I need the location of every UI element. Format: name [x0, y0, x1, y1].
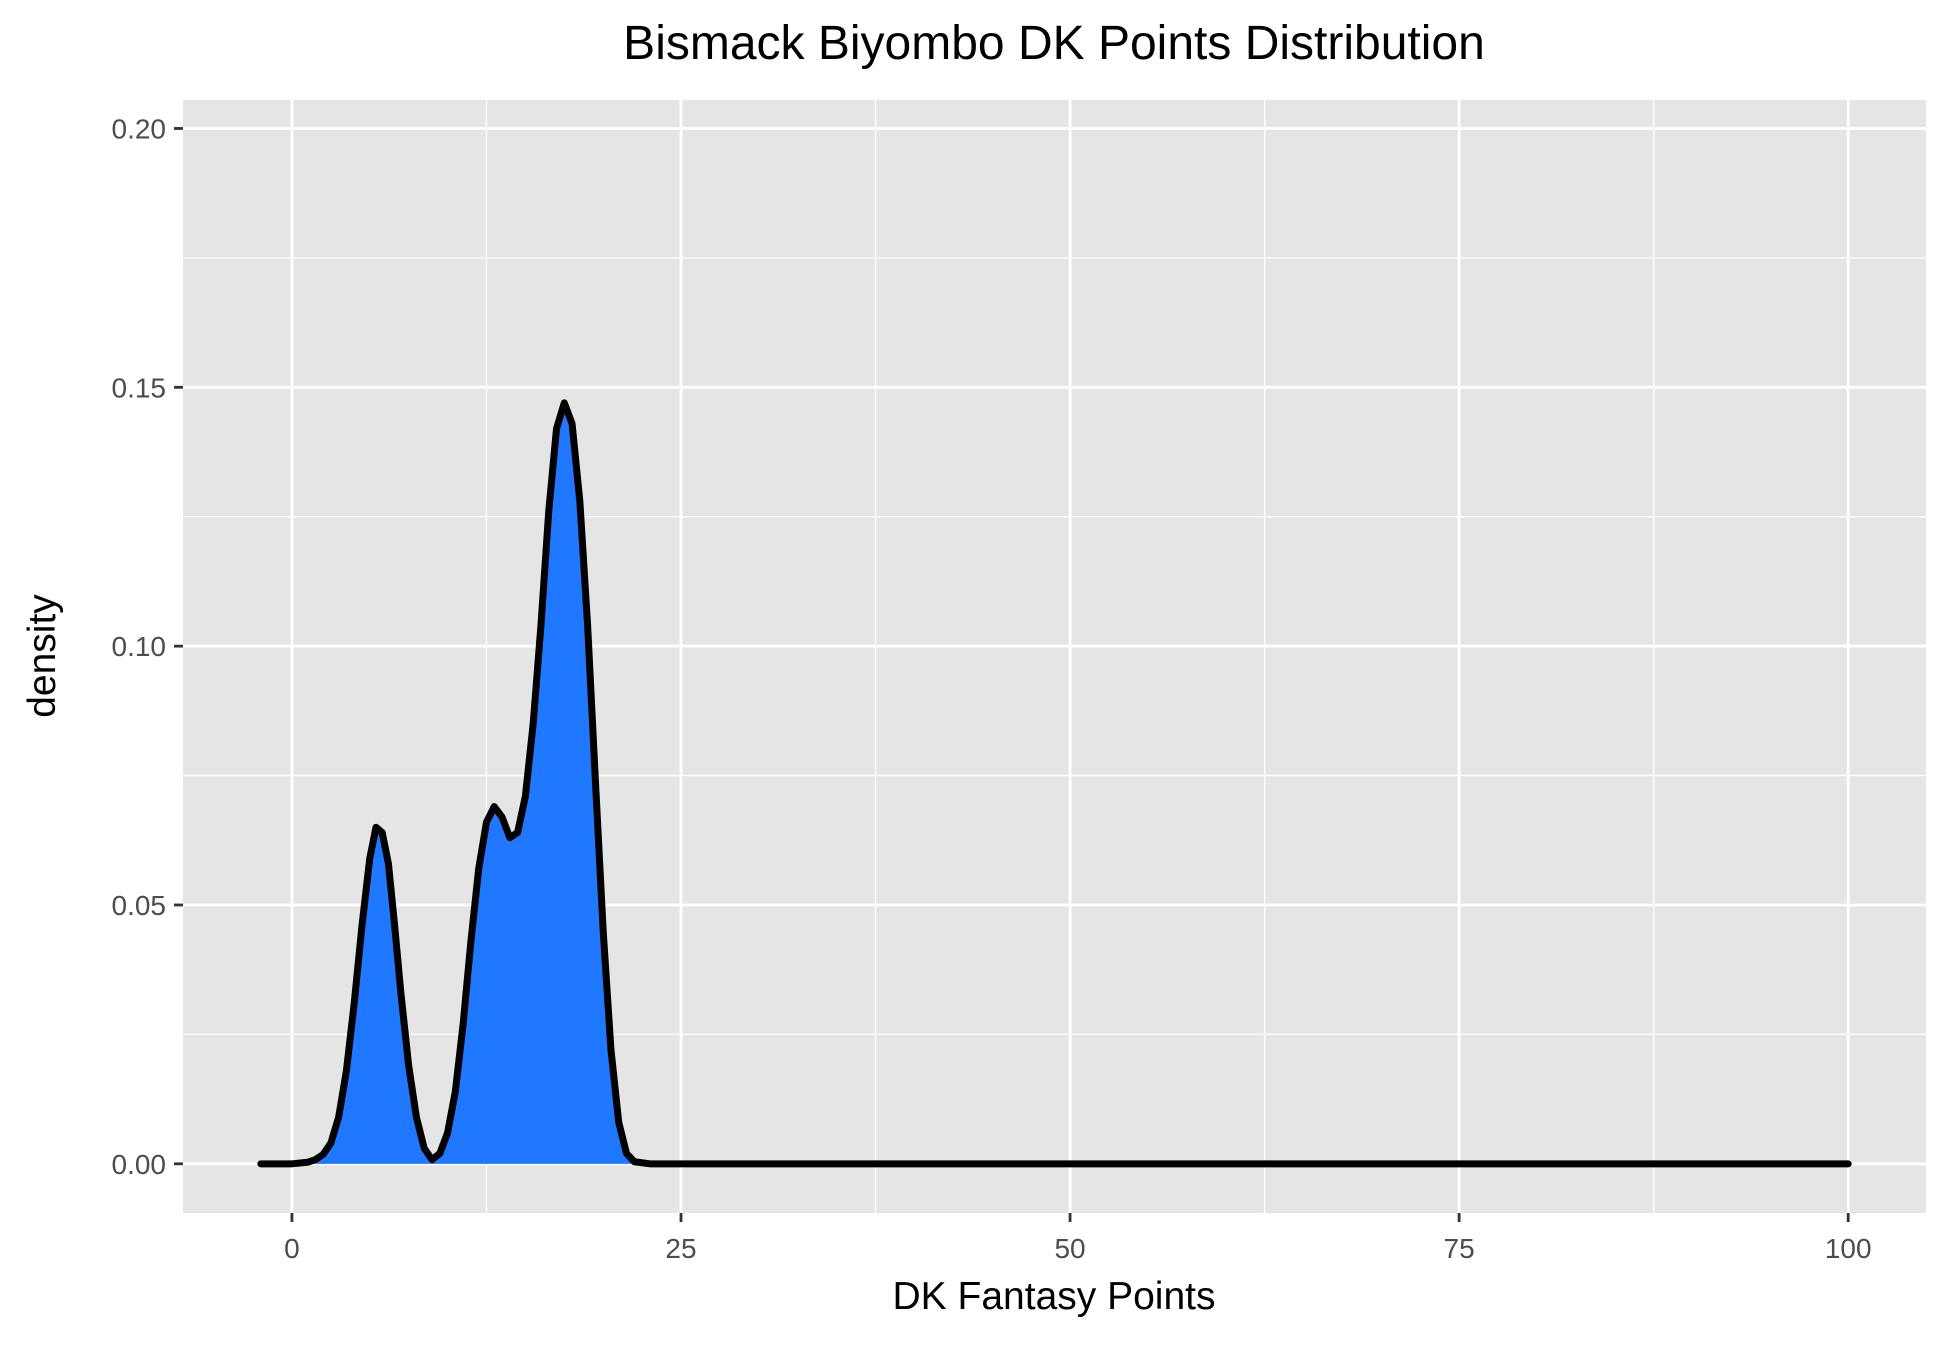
y-tick-label: 0.20 [112, 113, 167, 144]
plot-panel [183, 100, 1926, 1213]
y-tick-label: 0.05 [112, 890, 167, 921]
chart-title: Bismack Biyombo DK Points Distribution [623, 17, 1485, 70]
series-layer [257, 399, 1852, 1168]
x-tick-label: 0 [284, 1233, 300, 1264]
density-area-fill [260, 402, 1849, 1164]
x-axis-title: DK Fantasy Points [893, 1275, 1216, 1318]
y-tick-label: 0.15 [112, 372, 167, 403]
axis-ticks [174, 127, 1850, 1222]
y-axis-title: density [21, 594, 64, 718]
density-line [257, 399, 1852, 1168]
x-tick-label: 25 [665, 1233, 696, 1264]
y-tick-label: 0.00 [112, 1149, 167, 1180]
x-tick-label: 50 [1054, 1233, 1085, 1264]
tick-labels: 0 25 50 75 100 0.00 0.05 0.10 0.15 0.20 [112, 113, 1872, 1264]
x-tick-label: 75 [1444, 1233, 1475, 1264]
x-tick-label: 100 [1825, 1233, 1872, 1264]
y-tick-label: 0.10 [112, 631, 167, 662]
